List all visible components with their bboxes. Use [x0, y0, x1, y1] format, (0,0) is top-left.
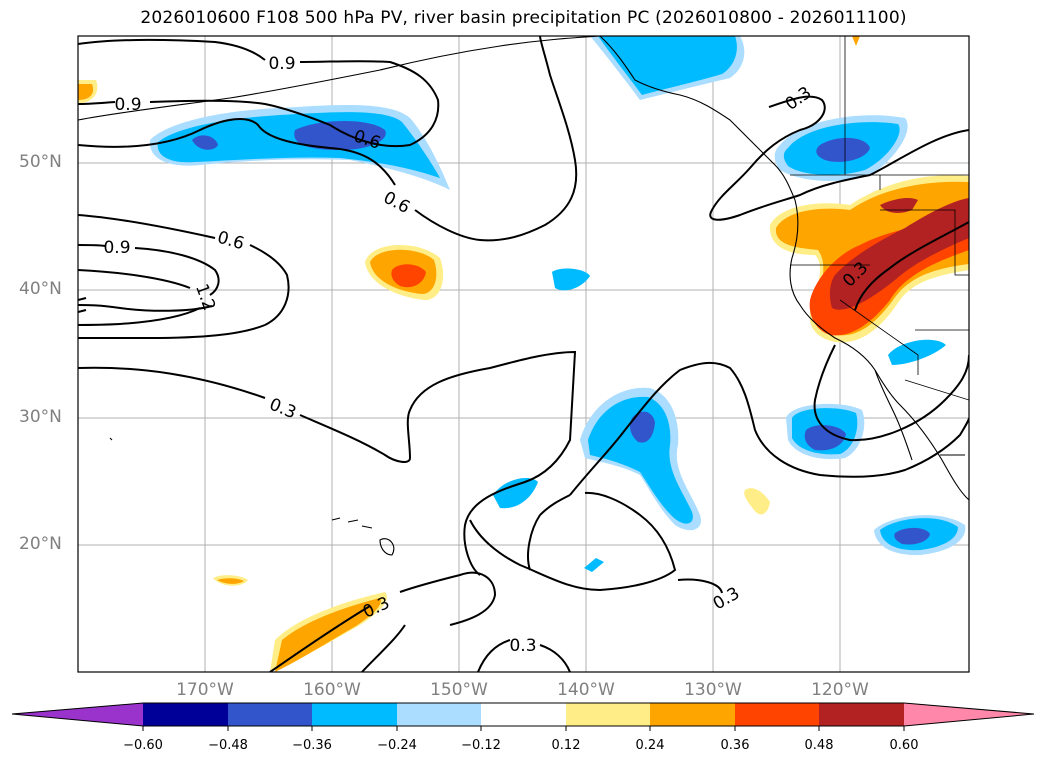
- contour-label: 0.3: [782, 83, 816, 115]
- colorbar-tick-label: −0.36: [292, 738, 332, 753]
- colorbar-segment: [312, 703, 397, 726]
- colorbar-segment: [904, 703, 1034, 726]
- coastline-hawaii: [331, 517, 395, 556]
- contour-label: 0.3: [266, 395, 299, 424]
- pv-contour-1.2: [78, 269, 213, 312]
- lon-label-150w: 150°W: [430, 680, 488, 700]
- colorbar-tick-label: 0.24: [635, 738, 665, 753]
- pv-contour-0.3-north: [709, 95, 969, 221]
- lat-label-20n: 20°N: [19, 534, 62, 554]
- lon-label-170w: 170°W: [176, 680, 234, 700]
- colorbar-segment: [819, 703, 904, 726]
- colorbar-segment: [228, 703, 312, 726]
- colorbar-tick-label: −0.60: [123, 738, 163, 753]
- lat-label-30n: 30°N: [19, 407, 62, 427]
- contour-label: 0.3: [710, 583, 743, 614]
- map-frame: [77, 35, 970, 673]
- contour-label: 0.3: [509, 636, 536, 656]
- coastline-baja: [874, 369, 913, 461]
- lon-label-160w: 160°W: [303, 680, 361, 700]
- pv-contour-0.3-south: [269, 571, 511, 672]
- pv-contour-0.9-north: [78, 39, 440, 148]
- pv-contour-0.3-tropical: [469, 491, 677, 592]
- contour-label: 0.9: [103, 238, 130, 258]
- colorbar-tick-label: −0.12: [461, 738, 501, 753]
- colorbar-segment: [397, 703, 481, 726]
- colorbar-segment: [650, 703, 735, 726]
- coastline-alaska: [78, 36, 601, 121]
- lat-label-40n: 40°N: [19, 279, 62, 299]
- contour-label: 0.9: [268, 54, 295, 74]
- pv-contour-0.6: [78, 36, 578, 242]
- map-title: 2026010600 F108 500 hPa PV, river basin …: [140, 8, 907, 28]
- colorbar-segment: [12, 703, 143, 726]
- colorbar-tick-label: 0.48: [804, 738, 834, 753]
- colorbar-segment: [143, 703, 228, 726]
- precip-area-small-1: [552, 268, 590, 291]
- lon-label-120w: 120°W: [811, 680, 869, 700]
- colorbar-segment: [566, 703, 650, 726]
- contour-label: 0.9: [114, 95, 141, 115]
- coastline-us-west: [789, 199, 969, 501]
- pv-contour-0.9-west: [78, 244, 220, 326]
- pv-contour-0.3-subtropical: [569, 362, 969, 496]
- precip-negative-areas: [149, 36, 966, 572]
- pv-contour-0.6-west: [78, 214, 290, 340]
- colorbar-tick-label: −0.48: [208, 738, 248, 753]
- colorbar-tick-label: 0.60: [889, 738, 919, 753]
- contour-label: 0.6: [215, 228, 247, 255]
- colorbar-tick-label: −0.24: [377, 738, 417, 753]
- lat-label-50n: 50°N: [19, 152, 62, 172]
- lon-label-140w: 140°W: [557, 680, 615, 700]
- colorbar-segment: [735, 703, 819, 726]
- colorbar-tick-label: 0.12: [551, 738, 581, 753]
- colorbar-tick-label: 0.36: [720, 738, 750, 753]
- pv-contour-0.3-us: [813, 221, 969, 442]
- coastlines: [78, 36, 969, 556]
- pv-contours: [78, 36, 969, 672]
- lon-label-130w: 130°W: [684, 680, 742, 700]
- colorbar: [11, 702, 1035, 731]
- contour-label: 0.6: [380, 188, 413, 218]
- pv-contour-0.3-central: [78, 350, 577, 576]
- colorbar-segment: [481, 703, 566, 726]
- pv-contour-0.3-east: [677, 578, 723, 594]
